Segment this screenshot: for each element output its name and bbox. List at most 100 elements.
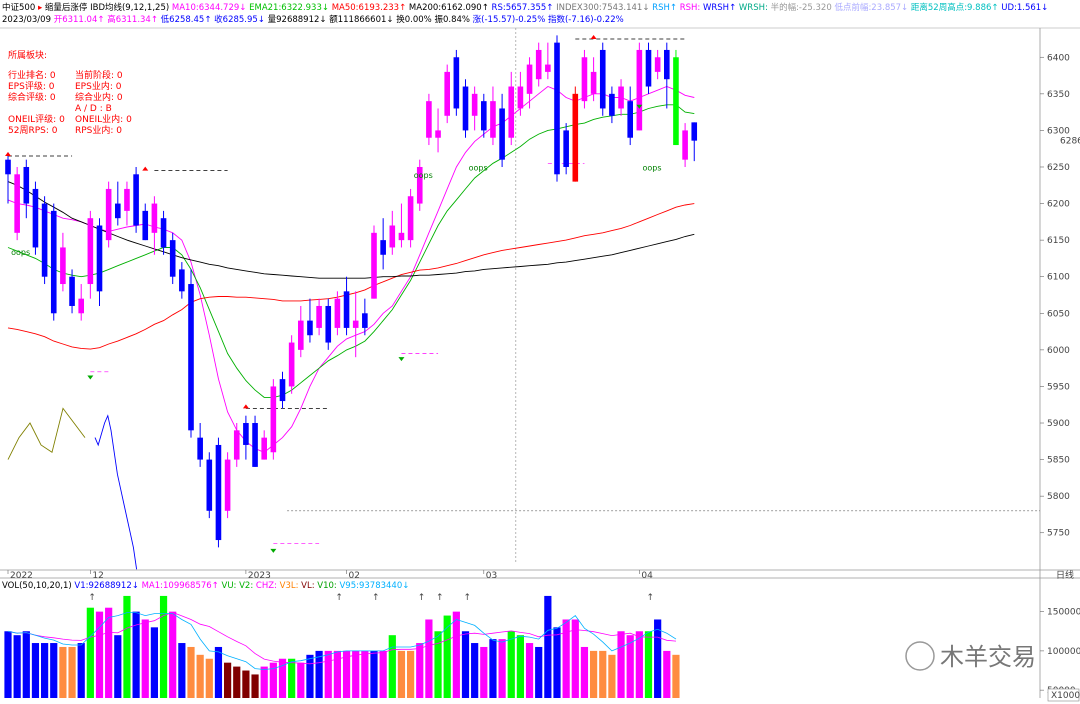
volume-bar	[370, 650, 378, 698]
candle-body	[481, 101, 487, 131]
candle-body	[105, 188, 112, 241]
candle-body	[23, 166, 30, 204]
volume-ma-line	[7, 611, 677, 665]
candle-body	[609, 93, 615, 116]
info-panel-title: 所属板块:	[8, 49, 47, 61]
info-panel: 所属板块: 行业排名: 0 当前阶段: 0 EPS评级: 0 EPS业内: 0 综合评级:…	[8, 49, 132, 136]
x-tick-label: 2023	[248, 571, 271, 581]
candle-body	[96, 225, 103, 292]
volume-bar	[141, 619, 149, 698]
info-panel-right: ONEIL业内: 0	[75, 113, 132, 125]
x-tick-label: 04	[641, 571, 653, 581]
volume-bar	[388, 635, 396, 698]
volume-bar	[580, 646, 589, 698]
info-panel-left: 52周RPS: 0	[8, 125, 58, 136]
volume-up-arrow: ↑	[436, 593, 444, 603]
candle-body	[618, 86, 624, 109]
volume-bar	[196, 654, 204, 698]
x-tick-label: 02	[349, 571, 360, 581]
volume-bar	[68, 646, 76, 698]
candle-body	[435, 130, 441, 138]
volume-panel[interactable]: VOL(50,10,20,1) V1:92688912↓ MA1:1099685…	[2, 581, 1080, 702]
signal-marker	[590, 34, 597, 39]
volume-up-arrow: ↑	[372, 593, 380, 603]
header-row-2-item: 量92688912↓	[268, 15, 330, 25]
volume-bar	[260, 666, 268, 698]
candle-body	[316, 305, 322, 328]
candle-body	[206, 459, 213, 511]
volume-bar	[443, 615, 451, 698]
volume-legend: VOL(50,10,20,1) V1:92688912↓ MA1:1099685…	[2, 581, 409, 591]
candle-body	[599, 49, 606, 109]
volume-bar	[114, 635, 122, 698]
price-tick-label: 6150	[1047, 236, 1070, 246]
volume-bar	[608, 654, 616, 698]
x-axis-name: 日线	[1056, 569, 1074, 581]
header-row-2-item: 振0.84%	[434, 14, 472, 25]
info-panel-left: ONEIL评级: 0	[8, 113, 65, 125]
candle-body	[554, 42, 560, 175]
header-row-1-item: RSH:	[680, 3, 703, 13]
volume-bar	[397, 650, 406, 698]
candle-body	[545, 64, 551, 72]
header-row-1-item: ▸	[38, 3, 45, 13]
header-row-2: 2023/03/09 开6311.04↑ 高6311.34↑ 低6258.45↑…	[2, 14, 624, 25]
header-row-1-item: MA200:6162.090↑	[409, 3, 492, 13]
signal-marker	[636, 104, 643, 109]
candle-body	[627, 101, 633, 138]
volume-bar	[544, 595, 552, 698]
price-tick-label: 5750	[1047, 529, 1070, 539]
info-panel-left: EPS评级: 0	[8, 80, 55, 92]
volume-bar	[461, 631, 470, 698]
candle-body	[78, 298, 84, 314]
price-tick-label: 5800	[1047, 492, 1070, 502]
series-line-ma50	[7, 203, 695, 350]
header-row-2-item: 低6258.45↑	[161, 14, 214, 25]
candle-body	[298, 320, 304, 350]
volume-bar	[407, 650, 415, 698]
header-row-1-item: UD:1.561↓	[1001, 3, 1048, 13]
header-row-1-item: 距离52周高点:9.886↑	[911, 2, 1001, 13]
candle-body	[60, 247, 66, 285]
volume-bar	[150, 627, 158, 698]
candle-body	[5, 159, 11, 175]
volume-bar	[214, 646, 223, 698]
header-row-2-item: 2023/03/09	[2, 15, 54, 25]
volume-bar	[498, 639, 506, 698]
header-row-2-item: 开6311.04↑	[54, 15, 107, 25]
volume-bar	[233, 666, 241, 698]
volume-bar	[525, 643, 534, 698]
volume-bar	[425, 619, 433, 698]
candle-body	[50, 210, 57, 314]
volume-unit-label: X1000	[1051, 691, 1080, 701]
header-row-1-item: MA50:6193.233↑	[332, 3, 409, 13]
candle-body	[115, 203, 121, 219]
candle-body	[352, 320, 359, 328]
price-panel[interactable]: 5750 5800 5850 5900 5950 6000 6050 6100 6150 6200…	[0, 27, 1080, 698]
info-panel-right: 综合业内: 0	[75, 91, 123, 103]
candle-body	[252, 423, 258, 467]
price-tick-label: 6000	[1047, 346, 1070, 356]
price-tick-label: 6350	[1047, 90, 1070, 100]
x-tick-label: 12	[92, 571, 103, 581]
volume-bar	[361, 650, 369, 698]
volume-up-arrow: ↑	[88, 593, 96, 603]
volume-legend-item: MA1:109968576↑	[142, 581, 222, 591]
price-tick-label: 6200	[1047, 200, 1070, 210]
candle-body	[279, 379, 286, 402]
header-row-2-item: 指数(-7.16)-0.22%	[548, 14, 624, 25]
volume-bar	[315, 650, 323, 698]
candle-body	[691, 122, 698, 141]
volume-bar	[41, 643, 49, 698]
volume-bar	[269, 662, 277, 698]
volume-bar	[626, 635, 634, 698]
series-line-ma200	[7, 181, 695, 279]
info-panel-left: 行业排名: 0	[8, 69, 56, 81]
last-price-label: 6286.0	[1060, 137, 1080, 147]
volume-bar	[599, 650, 607, 698]
header-row-2-item: 收6285.95↓	[214, 14, 267, 25]
volume-bar	[672, 654, 680, 698]
candle-body	[517, 86, 524, 109]
volume-bar	[663, 650, 671, 698]
